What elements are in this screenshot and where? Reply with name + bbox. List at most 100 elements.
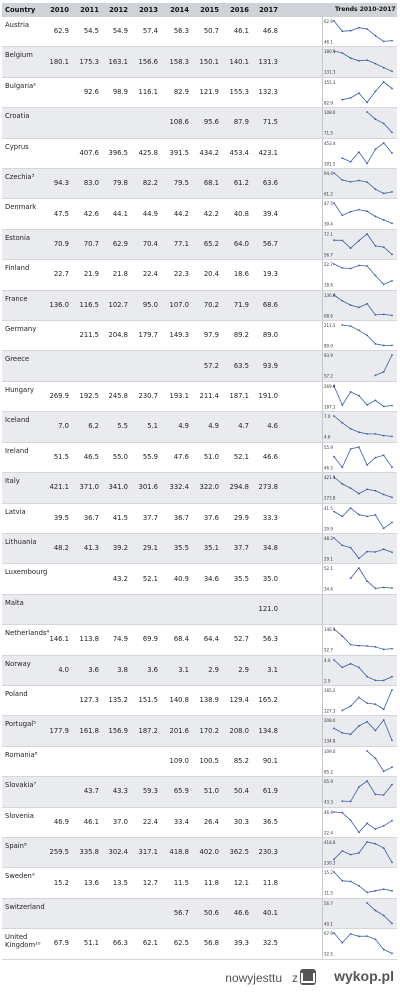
trend-point (349, 487, 352, 490)
trend-sparkline: 421.1 273.8 (324, 475, 393, 501)
trend-max-label: 52.1 (324, 566, 333, 571)
value-cell: 48.2 (53, 544, 69, 553)
value-cell: 100.5 (199, 756, 219, 765)
trend-min-label: 39.4 (324, 222, 333, 227)
value-cell: 121.9 (199, 88, 219, 97)
trend-max-label: 421.1 (324, 475, 336, 480)
trend-sparkline: 41.5 29.9 (324, 506, 393, 531)
trend-point (374, 90, 377, 93)
value-cell: 50.6 (203, 908, 219, 917)
value-cell: 12.7 (142, 878, 158, 887)
country-cell: Denmark (5, 203, 37, 212)
trend-max-label: 56.7 (324, 901, 333, 906)
trend-point (349, 211, 352, 213)
value-cell: 193.1 (169, 392, 189, 401)
trend-point (366, 162, 368, 164)
value-cell: 423.1 (258, 148, 278, 157)
value-cell: 47.6 (173, 452, 189, 461)
value-cell: 407.6 (79, 148, 99, 157)
trend-max-label: 269.9 (324, 384, 336, 389)
country-cell: Lithuania (5, 537, 37, 546)
trend-max-label: 108.6 (324, 110, 336, 115)
value-cell: 83.0 (83, 179, 99, 188)
trend-point (366, 515, 368, 517)
trend-point (391, 587, 393, 590)
header-year-2014: 2014 (170, 6, 189, 14)
value-cell: 113.8 (79, 635, 99, 644)
country-cell: Bulgaria² (5, 81, 36, 90)
value-cell: 56.8 (203, 939, 219, 948)
value-cell: 6.2 (88, 422, 99, 431)
value-cell: 71.9 (233, 300, 249, 309)
value-cell: 138.9 (199, 696, 219, 705)
trend-point (366, 433, 368, 436)
table-row: Norway 4.0 3.6 3.8 3.6 3.1 2.9 2.9 3.1 4.0 2.9 (2, 655, 397, 686)
trend-point (374, 215, 377, 218)
trend-point (333, 537, 335, 539)
value-cell: 2.9 (238, 665, 249, 674)
value-cell: 4.9 (178, 422, 189, 431)
trend-min-label: 18.6 (324, 283, 333, 288)
trend-point (333, 455, 335, 458)
value-cell: 74.9 (112, 635, 128, 644)
value-cell: 150.1 (199, 57, 219, 66)
trend-min-label: 230.3 (324, 860, 336, 865)
trend-point (382, 948, 385, 951)
trend-line (333, 294, 393, 316)
trend-point (349, 506, 352, 509)
trend-point (366, 181, 368, 184)
trend-point (358, 264, 360, 267)
country-cell: United Kingdom¹⁰ (5, 933, 41, 950)
table-row: Italy 421.1 371.0 341.0 301.6 332.4 322.0 294.8… (2, 473, 397, 504)
value-cell: 56.7 (262, 240, 278, 249)
value-cell: 18.6 (233, 270, 249, 279)
trend-point (374, 938, 377, 941)
trend-point (382, 434, 385, 437)
trend-line (333, 415, 393, 438)
table-row: Hungary 269.9 192.5 245.8 230.7 193.1 211.4 187… (2, 381, 397, 413)
trend-point (349, 933, 352, 935)
trend-point (366, 334, 368, 337)
trend-point (349, 267, 352, 270)
value-cell: 3.6 (88, 665, 99, 674)
value-cell: 201.6 (169, 726, 189, 735)
trend-point (333, 293, 335, 296)
trend-point (358, 92, 360, 94)
trend-point (382, 141, 385, 144)
trend-point (349, 325, 352, 328)
trend-point (382, 679, 385, 681)
value-cell: 68.1 (203, 179, 219, 188)
trend-line (333, 932, 393, 954)
trend-point (333, 239, 335, 241)
value-cell: 46.9 (53, 817, 69, 826)
value-cell: 11.8 (262, 878, 278, 887)
header-year-2011: 2011 (80, 6, 99, 14)
trend-point (366, 101, 368, 104)
trend-min-label: 4.6 (324, 435, 331, 440)
trend-point (391, 496, 393, 499)
trend-point (382, 454, 385, 456)
wykop-logo-icon (300, 969, 316, 985)
trend-point (374, 433, 377, 436)
value-cell: 37.7 (142, 513, 158, 522)
trend-min-label: 34.6 (324, 587, 333, 592)
trend-point (374, 909, 377, 912)
trend-min-label: 85.2 (324, 769, 333, 774)
country-cell: Norway (5, 659, 31, 668)
value-cell: 33.3 (262, 513, 278, 522)
value-cell: 230.3 (258, 848, 278, 857)
value-cell: 322.0 (199, 483, 219, 492)
trend-line (333, 872, 393, 894)
value-cell: 4.6 (267, 422, 278, 431)
value-cell: 57.4 (142, 27, 158, 36)
trend-point (333, 727, 335, 730)
trend-max-label: 7.0 (324, 414, 331, 419)
country-cell: Portugal⁵ (5, 720, 36, 729)
trend-sparkline: 65.9 43.3 (324, 779, 393, 805)
trend-point (382, 67, 385, 70)
trend-sparkline: 208.0 134.8 (324, 718, 393, 744)
value-cell: 63.6 (262, 179, 278, 188)
value-cell: 29.1 (142, 544, 158, 553)
trend-point (341, 52, 344, 55)
trend-line (333, 446, 393, 468)
